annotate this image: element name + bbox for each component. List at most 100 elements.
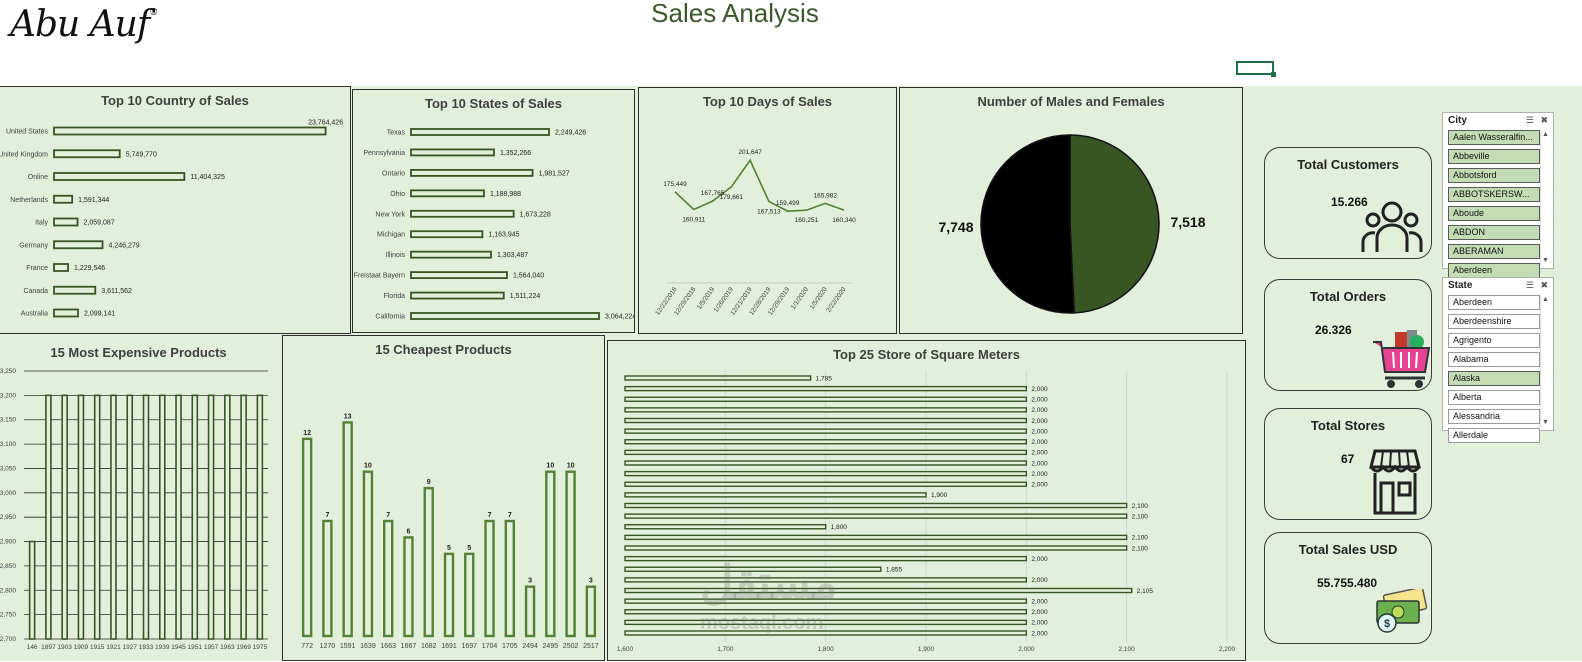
bar (410, 250, 492, 259)
category-label: Freistaat Bayern (354, 273, 405, 280)
bar (624, 513, 1128, 519)
watermark: مستقل (700, 556, 838, 608)
x-tick-label: 1915 (90, 644, 105, 651)
data-label: 1,229,546 (74, 265, 105, 272)
data-label: 2,000 (1031, 609, 1048, 616)
data-label: 2,100 (1132, 535, 1149, 542)
data-label: 167,513 (757, 208, 781, 215)
slicer-item[interactable]: Alessandria (1448, 409, 1540, 424)
data-label: 2,100 (1132, 503, 1149, 510)
x-tick-label: 1951 (188, 644, 203, 651)
slicer-scrollbar[interactable]: ▲ ▼ (1540, 130, 1550, 265)
slicer-item[interactable]: Abbeville (1448, 149, 1540, 164)
panel-stores[interactable]: Top 25 Store of Square Meters 1,600 1,700… (607, 340, 1246, 661)
logo: Abu Auf® (10, 4, 158, 45)
slicer-tools-icon[interactable]: ☰ ✖ (1525, 115, 1550, 125)
state-slicer[interactable]: State ☰ ✖ Aberdeen Aberdeenshire Agrigento… (1442, 277, 1554, 443)
x-tick-label: 1963 (220, 644, 235, 651)
cell-selection[interactable] (1236, 61, 1276, 77)
panel-days[interactable]: Top 10 Days of Sales 175,449 12/22/2018 16… (638, 87, 897, 334)
x-tick-label: 1969 (236, 644, 251, 651)
bar (158, 394, 166, 640)
y-tick-label: 2,700 (0, 636, 16, 643)
bar (53, 263, 69, 272)
x-tick-label: 1933 (139, 644, 154, 651)
y-tick-label: 3,150 (0, 417, 16, 424)
category-label: United Kingdom (0, 151, 48, 158)
city-slicer[interactable]: City ☰ ✖ Aalen Wasseralfin... Abbeville Ab… (1442, 112, 1554, 278)
panel-cheap[interactable]: 15 Cheapest Products 12 772 7 1270 13 1591 10 1… (282, 335, 605, 661)
data-label: 175,449 (663, 181, 687, 188)
data-label: 2,000 (1031, 577, 1048, 584)
data-label: 3 (589, 578, 593, 585)
bar (624, 524, 827, 530)
x-tick-label: 1975 (253, 644, 268, 651)
data-label: 7 (488, 512, 492, 519)
chart-title: Number of Males and Females (977, 94, 1165, 109)
slicer-item[interactable]: Aberdeen (1448, 263, 1540, 278)
x-tick-label: 146 (27, 644, 38, 651)
slicer-scrollbar[interactable]: ▲ ▼ (1540, 295, 1550, 427)
category-label: Pennsylvania (363, 150, 405, 157)
data-label: 2,000 (1031, 556, 1048, 563)
slicer-item[interactable]: Agrigento (1448, 333, 1540, 348)
panel-gender[interactable]: Number of Males and Females 7,748 7,518 (899, 87, 1243, 334)
category-label: Netherlands (10, 197, 48, 204)
x-tick-label: 1,700 (717, 646, 734, 653)
slicer-item[interactable]: Aberdeen (1448, 295, 1540, 310)
bar (53, 172, 186, 181)
data-label: 5 (447, 545, 451, 552)
data-label: 1,352,266 (500, 150, 531, 157)
bar (53, 194, 74, 204)
slicer-item[interactable]: Aalen Wasseralfin... (1448, 130, 1540, 145)
bar (410, 209, 515, 218)
data-label: 2,000 (1031, 598, 1048, 605)
category-label: Italy (35, 220, 48, 227)
slicer-item[interactable]: Aberdeenshire (1448, 314, 1540, 329)
data-label: 12 (303, 430, 311, 437)
panel-states[interactable]: Top 10 States of Sales Texas 2,249,426 Pen… (352, 89, 635, 333)
chart-title: Top 25 Store of Square Meters (833, 347, 1020, 362)
x-tick-label: 1639 (360, 643, 376, 650)
bar (53, 285, 97, 295)
kpi-title: Total Stores (1310, 418, 1386, 433)
slicer-item[interactable]: Alaska (1448, 371, 1540, 386)
slicer-item[interactable]: ABDON (1448, 225, 1540, 240)
bar (207, 394, 215, 640)
bar (322, 519, 333, 638)
slicer-header: State ☰ ✖ (1443, 278, 1553, 294)
data-label: 2,000 (1031, 482, 1048, 489)
bar (410, 312, 600, 320)
x-tick-label: 2,100 (1119, 646, 1136, 653)
bar (45, 394, 52, 640)
panel-expensive[interactable]: 15 Most Expensive Products 2,700 2,750 2,8… (0, 338, 278, 661)
money-icon: $ (1376, 589, 1428, 633)
bar (624, 385, 1028, 392)
slicer-item[interactable]: Alberta (1448, 390, 1540, 405)
category-label: Germany (19, 242, 48, 249)
data-label: 1,564,040 (513, 273, 544, 280)
data-label: 2,099,141 (84, 311, 115, 318)
bar (545, 470, 556, 638)
slicer-tools-icon[interactable]: ☰ ✖ (1525, 280, 1550, 290)
data-label: 2,000 (1031, 407, 1048, 414)
panel-countries[interactable]: Top 10 Country of Sales United States 23,… (0, 86, 351, 334)
data-label: 2,000 (1031, 450, 1048, 457)
bar (624, 492, 927, 498)
slicer-item[interactable]: ABERAMAN (1448, 244, 1540, 259)
slicer-item[interactable]: Allerdale (1448, 428, 1540, 443)
slicer-item[interactable]: ABBOTSKERSW... (1448, 187, 1540, 202)
bar (624, 407, 1028, 413)
cheap-chart: 12 772 7 1270 13 1591 10 1639 7 1663 6 1667 9 1682 5 16… (301, 413, 598, 650)
y-tick-label: 2,950 (0, 514, 16, 521)
data-label: 201,647 (738, 149, 762, 156)
series-line (674, 158, 845, 212)
slicer-item[interactable]: Abbotsford (1448, 168, 1540, 183)
x-tick-label: 1939 (155, 644, 170, 651)
bar (524, 585, 536, 638)
slicer-item[interactable]: Aboude (1448, 206, 1540, 221)
bar (191, 394, 199, 640)
slicer-item[interactable]: Alabama (1448, 352, 1540, 367)
chart-title: Top 10 Country of Sales (101, 93, 249, 108)
bar (624, 577, 1028, 583)
